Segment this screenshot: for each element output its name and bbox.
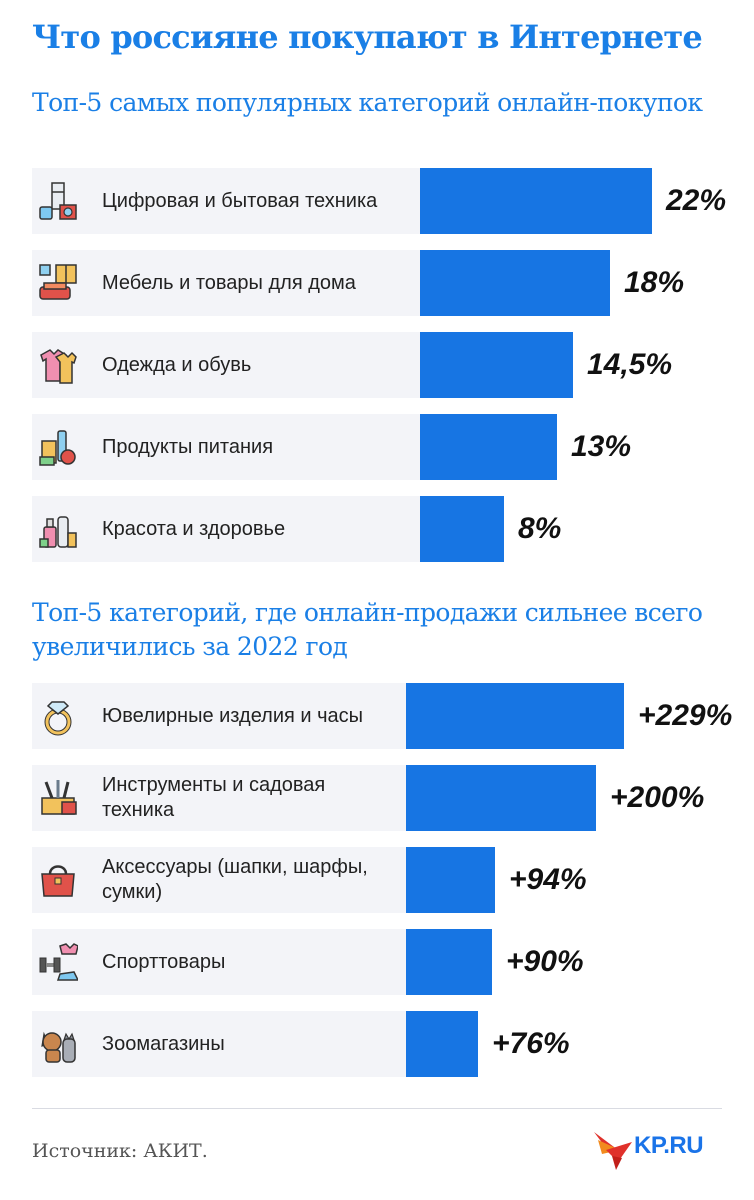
category-label: Зоомагазины	[102, 1032, 225, 1055]
chart-1-title: Топ-5 самых популярных категорий онлайн-…	[32, 88, 703, 117]
category-label: Продукты питания	[102, 435, 274, 458]
value-label: 13%	[571, 430, 632, 463]
handbag-icon	[41, 865, 75, 897]
bar	[406, 683, 624, 749]
value-label: +90%	[506, 945, 584, 978]
logo-text: KP.RU	[634, 1132, 704, 1159]
category-label: Мебель и товары для дома	[102, 271, 356, 294]
category-label: Ювелирные изделия и часы	[102, 704, 364, 727]
groceries-icon	[39, 430, 76, 466]
bar	[420, 414, 557, 480]
sports-icon	[39, 943, 78, 981]
row-background	[32, 1011, 406, 1077]
row-background	[32, 929, 406, 995]
row-background	[32, 332, 420, 398]
cosmetics-icon	[39, 516, 77, 548]
footer-divider	[32, 1108, 722, 1109]
row-background	[32, 168, 420, 234]
bar	[420, 332, 573, 398]
value-label: 18%	[624, 266, 685, 299]
category-label: Красота и здоровье	[102, 517, 286, 540]
value-label: 22%	[666, 184, 727, 217]
value-label: 14,5%	[587, 348, 673, 381]
row-background	[32, 683, 406, 749]
chart-2-title: Топ-5 категорий, где онлайн-продажи силь…	[32, 598, 703, 661]
ring-icon	[44, 701, 72, 736]
bar	[406, 1011, 478, 1077]
bird-logo-icon	[594, 1132, 632, 1170]
bar	[406, 765, 596, 831]
furniture-icon	[39, 264, 77, 300]
value-label: 8%	[518, 512, 562, 545]
row-background	[32, 847, 406, 913]
row-background	[32, 496, 420, 562]
clothes-icon	[40, 349, 77, 384]
category-label: Одежда и обувь	[102, 353, 252, 376]
category-label: Спорттовары	[102, 950, 226, 973]
bar	[406, 847, 495, 913]
bar	[406, 929, 492, 995]
source-note: Источник: АКИТ.	[32, 1140, 208, 1162]
category-label: Аксессуары (шапки, шарфы, сумки)	[102, 856, 368, 903]
tools-icon	[41, 780, 77, 815]
bar	[420, 496, 504, 562]
row-background	[32, 250, 420, 316]
category-label: Цифровая и бытовая техника	[102, 189, 378, 212]
bar	[420, 250, 610, 316]
bar	[420, 168, 652, 234]
value-label: +76%	[492, 1027, 570, 1060]
category-label: Инструменты и садовая техника	[102, 774, 326, 821]
kp-logo: KP.RU	[592, 1128, 704, 1177]
value-label: +94%	[509, 863, 587, 896]
pets-icon	[41, 1031, 76, 1063]
appliances-icon	[39, 182, 77, 220]
page-title: Что россияне покупают в Интернете	[32, 18, 703, 56]
row-background	[32, 765, 406, 831]
value-label: +200%	[610, 781, 705, 814]
row-background	[32, 414, 420, 480]
value-label: +229%	[638, 699, 733, 732]
